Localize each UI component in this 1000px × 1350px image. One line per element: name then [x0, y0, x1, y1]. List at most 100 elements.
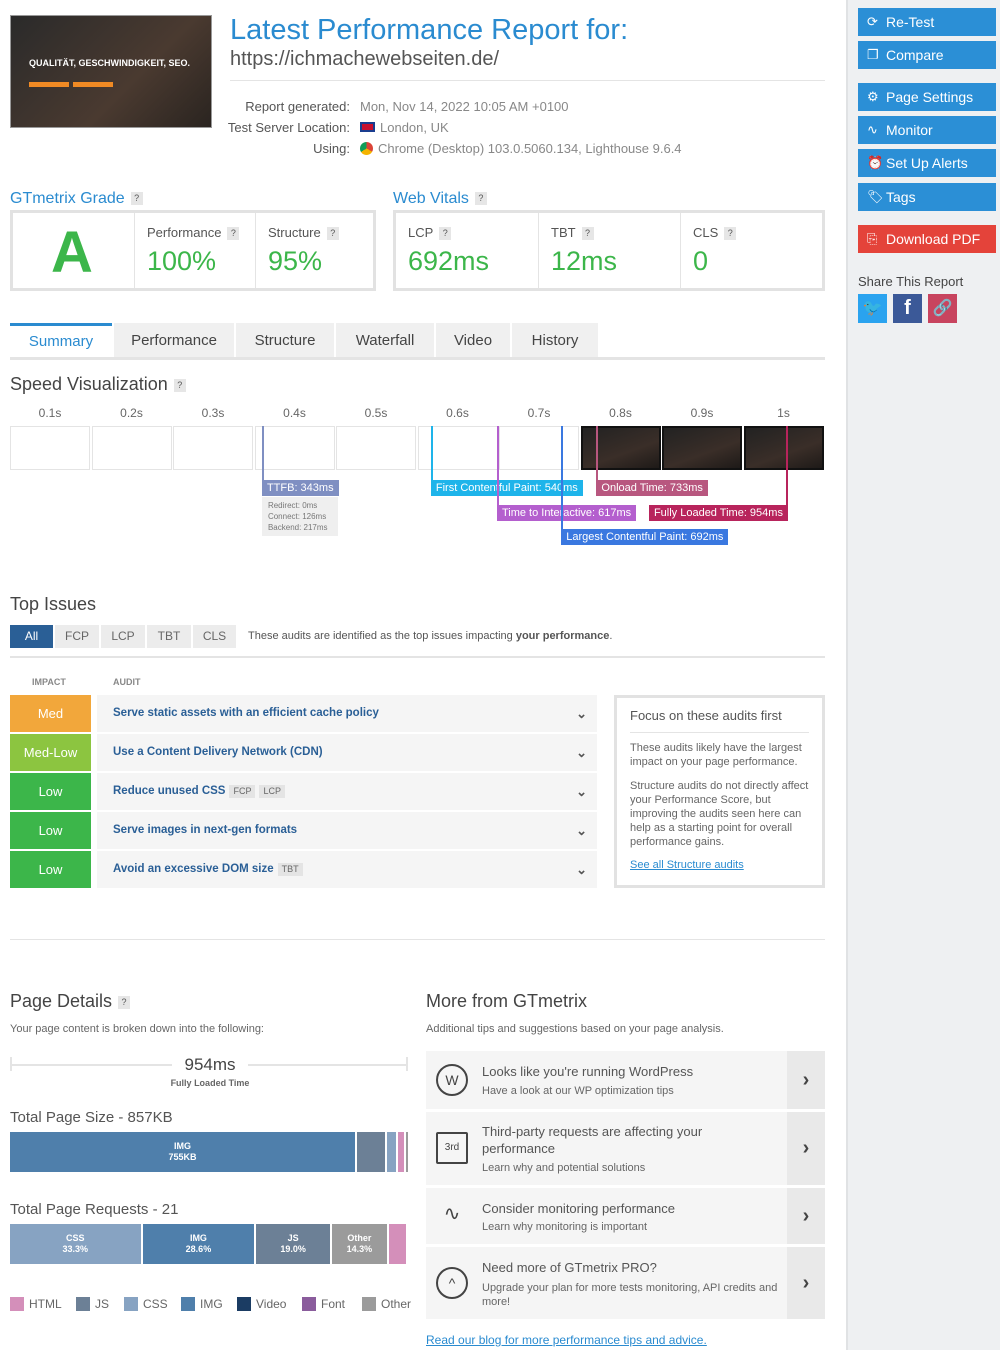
speed-title: Speed Visualization	[10, 374, 168, 394]
impact-badge: Low	[10, 812, 91, 849]
filter-lcp[interactable]: LCP	[101, 625, 145, 648]
legend-swatch	[237, 1297, 251, 1311]
details-subtitle: Your page content is broken down into th…	[10, 1023, 264, 1035]
issue-row[interactable]: Low Serve images in next-gen formats ⌄	[10, 812, 597, 849]
audit-cell[interactable]: Use a Content Delivery Network (CDN) ⌄	[97, 734, 597, 771]
help-icon[interactable]: ?	[474, 192, 487, 206]
tip-monitoring[interactable]: ∿ Consider monitoring performance Learn wh…	[426, 1188, 825, 1244]
issue-row[interactable]: Med-Low Use a Content Delivery Network (C…	[10, 734, 597, 771]
tti-marker-line	[496, 426, 499, 505]
structure-audits-link[interactable]: See all Structure audits	[630, 859, 744, 871]
request-segment-img: IMG 28.6%	[142, 1224, 255, 1264]
note-bold: your performance	[515, 630, 610, 642]
help-icon[interactable]: ?	[227, 227, 240, 241]
download-pdf-button[interactable]: ⎘ Download PDF	[858, 225, 996, 253]
filmstrip-frame[interactable]	[10, 426, 90, 470]
help-icon[interactable]: ?	[724, 227, 737, 241]
link-icon[interactable]: 🔗	[928, 294, 957, 323]
focus-text: These audits likely have the largest imp…	[630, 742, 802, 768]
tip-title: Third-party requests are affecting your …	[482, 1124, 703, 1156]
tab-waterfall[interactable]: Waterfall	[336, 323, 434, 358]
filter-fcp[interactable]: FCP	[55, 625, 99, 648]
tip-subtitle: Learn why and potential solutions	[482, 1162, 646, 1174]
audit-cell[interactable]: Reduce unused CSS FCP LCP ⌄	[97, 773, 597, 810]
filmstrip-frame[interactable]	[173, 426, 253, 470]
issue-row[interactable]: Low Avoid an excessive DOM size TBT ⌄	[10, 851, 597, 888]
legend-swatch	[362, 1297, 376, 1311]
tip-subtitle: Have a look at our WP optimization tips	[482, 1085, 674, 1097]
page-settings-button[interactable]: ⚙ Page Settings	[858, 83, 996, 111]
monitor-button[interactable]: ∿ Monitor	[858, 116, 996, 144]
filmstrip-frame[interactable]	[580, 426, 661, 470]
compare-button[interactable]: ❐ Compare	[858, 41, 996, 69]
audit-cell[interactable]: Serve images in next-gen formats ⌄	[97, 812, 597, 849]
audit-cell[interactable]: Serve static assets with an efficient ca…	[97, 695, 597, 732]
tip-third-party[interactable]: 3rd Third-party requests are affecting yo…	[426, 1112, 825, 1185]
ttfb-detail: Connect: 126ms	[267, 512, 327, 521]
fully-loaded-time: 954ms	[172, 1055, 248, 1075]
time-label: 0.4s	[283, 406, 306, 420]
more-subtitle: Additional tips and suggestions based on…	[426, 1023, 724, 1035]
filter-all[interactable]: All	[10, 625, 53, 648]
help-icon[interactable]: ?	[130, 192, 143, 206]
chevron-down-icon[interactable]: ⌄	[576, 706, 587, 721]
filmstrip-frame[interactable]	[254, 426, 335, 470]
chevron-right-icon[interactable]: ›	[787, 1112, 825, 1185]
segment-type: IMG	[174, 1141, 191, 1151]
chevron-down-icon[interactable]: ⌄	[576, 784, 587, 799]
button-label: Download PDF	[886, 231, 981, 247]
note-text: These audits are identified as the top i…	[248, 630, 516, 642]
audit-header: AUDIT	[113, 677, 141, 687]
facebook-icon[interactable]: f	[893, 294, 922, 323]
divider	[10, 939, 825, 940]
time-label: 0.3s	[201, 406, 225, 420]
chevron-right-icon[interactable]: ›	[787, 1051, 825, 1109]
help-icon[interactable]: ?	[326, 227, 339, 241]
tab-summary[interactable]: Summary	[10, 323, 112, 358]
filmstrip-frame[interactable]	[743, 426, 824, 470]
more-title: More from GTmetrix	[426, 991, 588, 1011]
tab-performance[interactable]: Performance	[114, 323, 234, 358]
help-icon[interactable]: ?	[439, 227, 452, 241]
chevron-down-icon[interactable]: ⌄	[576, 862, 587, 877]
help-icon[interactable]: ?	[581, 227, 594, 241]
chevron-right-icon[interactable]: ›	[787, 1188, 825, 1244]
blog-link[interactable]: Read our blog for more performance tips …	[426, 1333, 707, 1347]
segment-value: 755KB	[168, 1152, 197, 1162]
chevron-right-icon[interactable]: ›	[787, 1247, 825, 1319]
audit-name: Reduce unused CSS	[113, 785, 226, 797]
tab-video[interactable]: Video	[436, 323, 510, 358]
tip-wordpress[interactable]: W Looks like you're running WordPress Have…	[426, 1051, 825, 1109]
filmstrip-frame[interactable]	[91, 426, 172, 470]
lcp-marker-line	[561, 426, 564, 529]
chevron-down-icon[interactable]: ⌄	[576, 745, 587, 760]
filmstrip-frame[interactable]	[499, 426, 579, 470]
filter-cls[interactable]: CLS	[193, 625, 236, 648]
size-segment-js	[357, 1132, 385, 1172]
filter-tbt[interactable]: TBT	[147, 625, 191, 648]
tab-history[interactable]: History	[512, 323, 598, 358]
retest-button[interactable]: ⟳ Re-Test	[858, 8, 996, 36]
filmstrip-frame[interactable]	[336, 426, 416, 470]
page-size-title: Total Page Size - 857KB	[10, 1109, 173, 1126]
legend-swatch	[181, 1297, 195, 1311]
legend-item: HTML	[10, 1297, 62, 1312]
filmstrip-frame[interactable]	[417, 426, 498, 470]
issue-row[interactable]: Med Serve static assets with an efficient…	[10, 695, 597, 732]
alerts-button[interactable]: ⏰ Set Up Alerts	[858, 149, 996, 177]
grade-title: GTmetrix Grade	[10, 190, 125, 207]
help-icon[interactable]: ?	[173, 378, 186, 392]
chevron-down-icon[interactable]: ⌄	[576, 823, 587, 838]
filmstrip-frame[interactable]	[662, 426, 742, 470]
tip-pro[interactable]: ^ Need more of GTmetrix PRO? Upgrade your …	[426, 1247, 825, 1319]
help-icon[interactable]: ?	[118, 995, 131, 1009]
issue-row[interactable]: Low Reduce unused CSS FCP LCP ⌄	[10, 773, 597, 810]
tip-subtitle: Learn why monitoring is important	[482, 1221, 648, 1233]
metric-tag: TBT	[277, 863, 303, 876]
button-label: Re-Test	[886, 14, 935, 30]
tab-structure[interactable]: Structure	[236, 323, 334, 358]
tags-button[interactable]: 🏷 Tags	[858, 183, 996, 211]
audit-cell[interactable]: Avoid an excessive DOM size TBT ⌄	[97, 851, 597, 888]
twitter-icon[interactable]: 🐦	[858, 294, 887, 323]
refresh-icon: ⟳	[867, 14, 878, 29]
